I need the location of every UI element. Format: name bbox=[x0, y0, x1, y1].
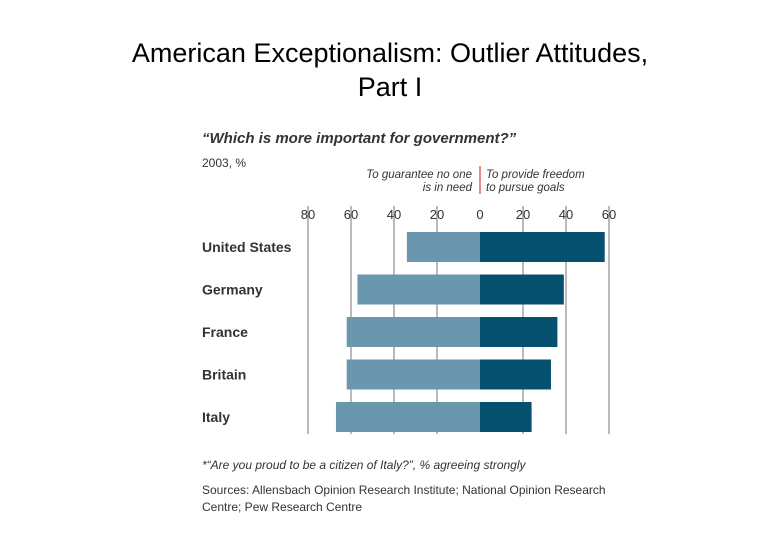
bar-left bbox=[346, 359, 480, 390]
chart-footnote: *“Are you proud to be a citizen of Italy… bbox=[202, 458, 526, 472]
category-label: Britain bbox=[202, 367, 246, 383]
slide-title-line2: Part I bbox=[357, 72, 423, 102]
x-tick-label: 60 bbox=[344, 207, 358, 222]
x-tick-label: 40 bbox=[559, 207, 573, 222]
chart-title: “Which is more important for government?… bbox=[202, 130, 517, 147]
chart-sources: Sources: Allensbach Opinion Research Ins… bbox=[202, 483, 606, 514]
bar-right bbox=[480, 232, 605, 262]
bar-right bbox=[480, 274, 564, 305]
x-tick-label: 0 bbox=[476, 207, 483, 222]
x-tick-label: 40 bbox=[387, 207, 401, 222]
bar-left bbox=[406, 232, 480, 262]
bar-right bbox=[480, 317, 558, 347]
bar-left bbox=[346, 317, 480, 347]
slide-title: American Exceptionalism: Outlier Attitud… bbox=[40, 36, 740, 104]
left-label: To guarantee no one bbox=[366, 169, 472, 181]
right-label: To provide freedom bbox=[486, 169, 585, 181]
bar-left bbox=[335, 402, 480, 432]
x-tick-label: 20 bbox=[516, 207, 530, 222]
x-tick-label: 80 bbox=[301, 207, 315, 222]
bar-left bbox=[357, 274, 480, 305]
x-tick-label: 60 bbox=[602, 207, 616, 222]
slide-title-line1: American Exceptionalism: Outlier Attitud… bbox=[131, 38, 649, 68]
bar-right bbox=[480, 402, 532, 432]
chart: “Which is more important for government?… bbox=[190, 122, 640, 522]
x-tick-label: 20 bbox=[430, 207, 444, 222]
left-label: is in need bbox=[423, 182, 473, 194]
bar-right bbox=[480, 359, 551, 390]
category-label: Italy bbox=[202, 409, 230, 425]
right-label: to pursue goals bbox=[486, 182, 565, 194]
category-label: France bbox=[202, 324, 248, 340]
category-label: United States bbox=[202, 239, 292, 255]
chart-subtitle: 2003, % bbox=[202, 156, 247, 170]
category-label: Germany bbox=[202, 282, 263, 298]
